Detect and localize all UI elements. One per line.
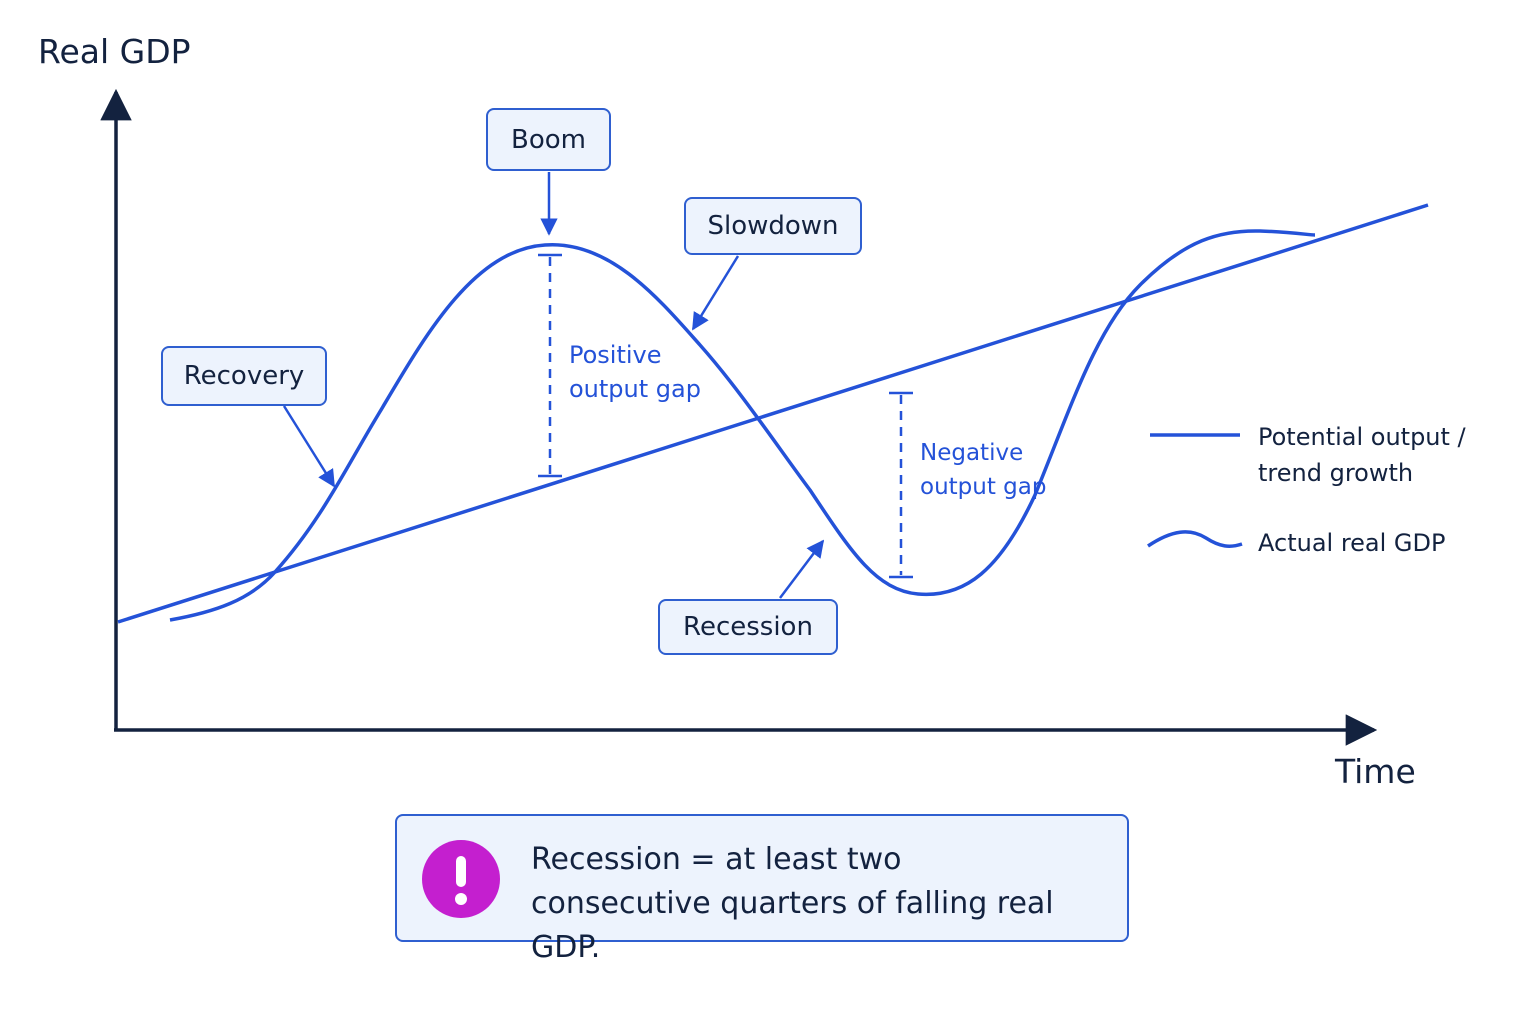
legend-actual-swatch [1147,530,1243,548]
note-line-1: Recession = at least two [531,842,902,877]
potential-output-line [117,203,1429,624]
negative-gap-marker [889,391,913,579]
recession-definition-note: Recession = at least two consecutive qua… [395,814,1129,965]
recession-arrow [779,539,825,599]
y-axis-title: Real GDP [38,32,191,71]
legend-potential-line-2: trend growth [1258,459,1414,487]
negative-gap-line-1: Negative [920,440,1024,466]
actual-gdp-curve [169,229,1316,622]
exclamation-icon [422,840,500,918]
positive-gap-line-1: Positive [569,341,662,369]
legend-actual-label: Actual real GDP [1258,529,1446,557]
recovery-arrow [282,405,336,488]
boom-label-box: Boom [486,108,611,171]
negative-gap-label: Negative output gap [920,436,1046,504]
legend-potential-line-1: Potential output / [1258,423,1466,451]
recovery-label-box: Recovery [161,346,327,406]
note-line-2: consecutive quarters of falling real GDP… [531,886,1054,965]
positive-gap-marker [538,253,562,478]
positive-gap-line-2: output gap [569,375,701,403]
positive-gap-label: Positive output gap [569,338,701,406]
slowdown-label-box: Slowdown [684,197,862,255]
legend-potential-label: Potential output / trend growth [1258,419,1466,491]
recession-label-box: Recession [658,599,838,655]
slowdown-arrow [691,255,740,331]
note-text: Recession = at least two consecutive qua… [531,838,1127,970]
negative-gap-line-2: output gap [920,474,1047,500]
x-axis-title: Time [1335,752,1416,791]
